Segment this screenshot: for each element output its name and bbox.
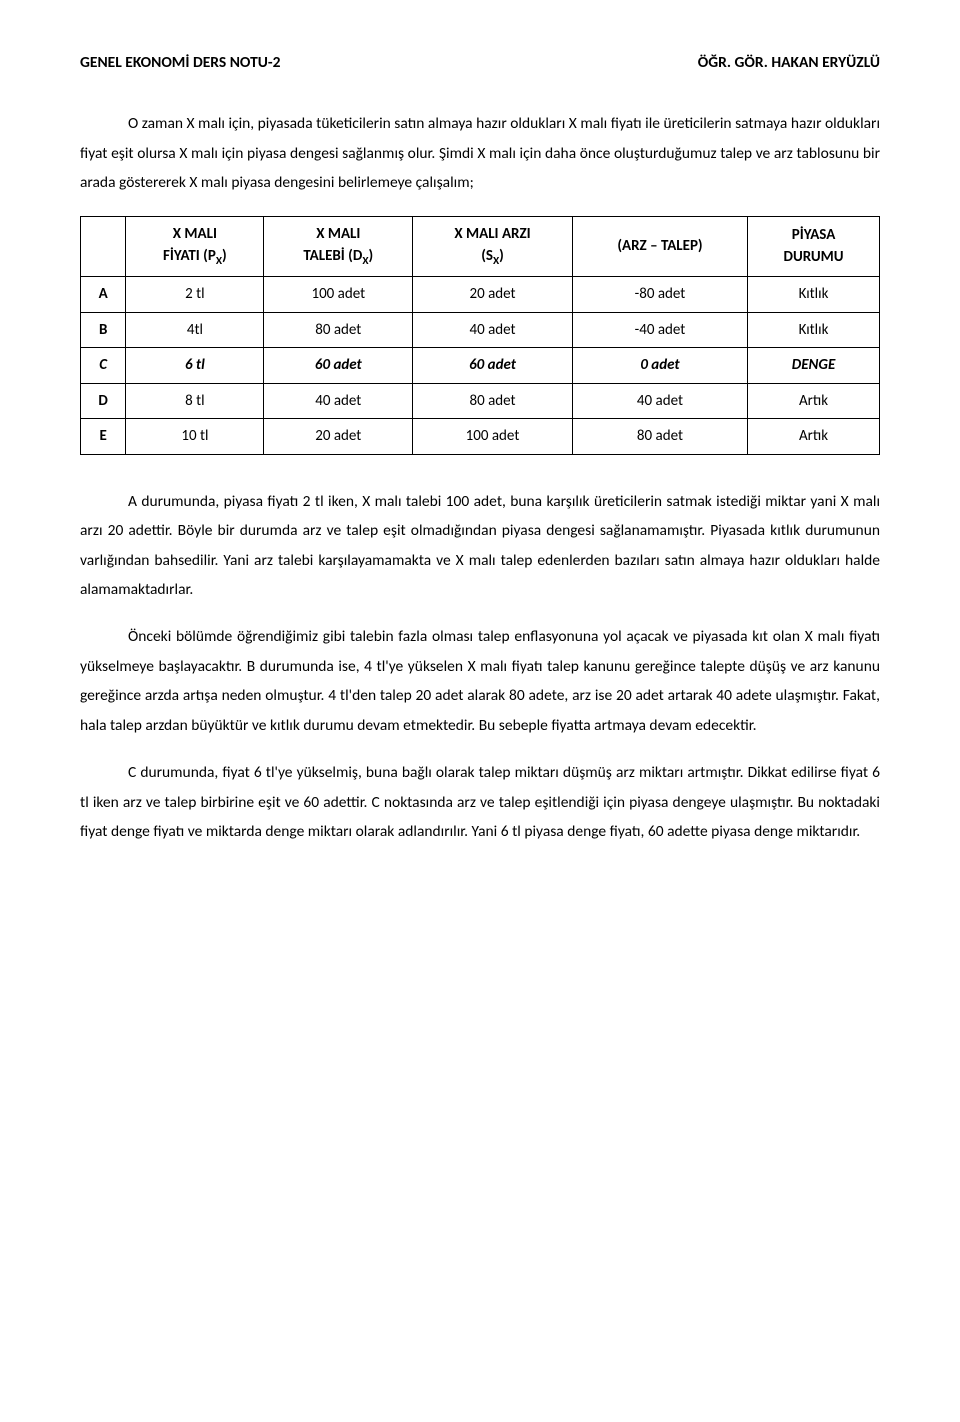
table-row: D8 tl40 adet80 adet40 adetArtık [81,383,880,419]
table-body: A2 tl100 adet20 adet-80 adetKıtlıkB4tl80… [81,277,880,455]
cell-demand: 100 adet [264,277,413,313]
row-label: D [81,383,126,419]
cell-supply: 100 adet [413,419,573,455]
row-label: A [81,277,126,313]
cell-status: Kıtlık [748,312,880,348]
table-row: A2 tl100 adet20 adet-80 adetKıtlık [81,277,880,313]
table-row: B4tl80 adet40 adet-40 adetKıtlık [81,312,880,348]
table-header-demand: X MALI TALEBİ (DX) [264,216,413,276]
table-row: E10 tl20 adet100 adet80 adetArtık [81,419,880,455]
table-header-price: X MALI FİYATI (PX) [126,216,264,276]
cell-diff: 0 adet [572,348,747,384]
cell-demand: 40 adet [264,383,413,419]
cell-demand: 20 adet [264,419,413,455]
cell-demand: 80 adet [264,312,413,348]
cell-supply: 40 adet [413,312,573,348]
cell-price: 8 tl [126,383,264,419]
cell-diff: 80 adet [572,419,747,455]
cell-status: Kıtlık [748,277,880,313]
table-header-status: PİYASA DURUMU [748,216,880,276]
row-label: B [81,312,126,348]
page-header: GENEL EKONOMİ DERS NOTU-2 ÖĞR. GÖR. HAKA… [80,48,880,77]
table-header-empty [81,216,126,276]
cell-status: Artık [748,419,880,455]
cell-price: 6 tl [126,348,264,384]
cell-price: 4tl [126,312,264,348]
cell-diff: 40 adet [572,383,747,419]
paragraph-1: O zaman X malı için, piyasada tüketicile… [80,109,880,197]
cell-supply: 60 adet [413,348,573,384]
cell-status: Artık [748,383,880,419]
table-header-row: X MALI FİYATI (PX) X MALI TALEBİ (DX) X … [81,216,880,276]
cell-status: DENGE [748,348,880,384]
header-left: GENEL EKONOMİ DERS NOTU-2 [80,48,280,77]
equilibrium-table: X MALI FİYATI (PX) X MALI TALEBİ (DX) X … [80,216,880,455]
cell-supply: 80 adet [413,383,573,419]
cell-supply: 20 adet [413,277,573,313]
row-label: E [81,419,126,455]
paragraph-2: A durumunda, piyasa fiyatı 2 tl iken, X … [80,487,880,605]
row-label: C [81,348,126,384]
cell-diff: -40 adet [572,312,747,348]
table-header-diff: (ARZ – TALEP) [572,216,747,276]
paragraph-3: Önceki bölümde öğrendiğimiz gibi talebin… [80,622,880,740]
cell-demand: 60 adet [264,348,413,384]
cell-price: 10 tl [126,419,264,455]
header-right: ÖĞR. GÖR. HAKAN ERYÜZLÜ [698,48,880,77]
table-row: C6 tl60 adet60 adet0 adetDENGE [81,348,880,384]
cell-price: 2 tl [126,277,264,313]
table-header-supply: X MALI ARZI (SX) [413,216,573,276]
paragraph-4: C durumunda, fiyat 6 tl'ye yükselmiş, bu… [80,758,880,846]
cell-diff: -80 adet [572,277,747,313]
